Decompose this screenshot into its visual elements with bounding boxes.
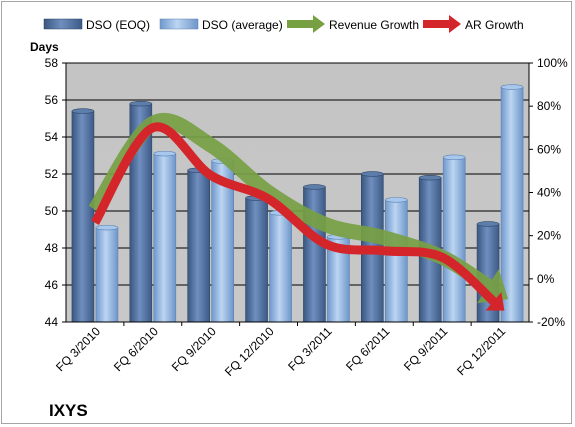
y-left-tick-label: 48 [45,241,59,255]
bar-dso-eoq-cap [418,175,442,181]
x-tick-label: FQ 3/2010 [53,324,103,374]
bar-dso-average-cap [95,224,119,231]
growth-lines [88,112,509,311]
bar-dso-average [153,153,177,323]
legend-label-ar-growth: AR Growth [465,18,524,32]
x-tick-label: FQ 9/2010 [169,324,219,374]
y-right-tick-label: 100% [537,56,568,70]
y-left-tick-label: 46 [45,278,59,292]
y-right-tick-label: 0% [537,272,555,286]
y-left-tick-label: 58 [45,56,59,70]
bar-dso-average-cap [500,84,524,90]
bar-dso-average [385,199,408,323]
x-tick-label: FQ 12/2011 [454,324,508,378]
series-line-ar-growth [91,122,497,306]
y-left-tick-label: 56 [45,93,59,107]
legend-label-revenue-growth: Revenue Growth [329,18,419,32]
bar-dso-average-cap [385,197,408,203]
y-right-tick-label: 20% [537,229,561,243]
y-left-tick-label: 44 [45,315,59,329]
x-tick-label: FQ 12/2010 [222,324,277,379]
x-tick-label: FQ 9/2011 [401,324,451,374]
legend-label-dso-average: DSO (average) [202,18,283,32]
legend-swatch-dso-eoq [43,18,83,30]
bar-dso-eoq-cap [476,221,500,227]
bar-dso-eoq [71,110,95,323]
y-left-tick-label: 52 [45,167,59,181]
bar-dso-eoq [303,186,326,323]
legend-label-dso-eoq: DSO (EOQ) [86,18,150,32]
legend-swatch-dso-average [159,18,199,30]
bar-dso-average-cap [442,154,466,161]
x-tick-label: FQ 6/2011 [343,324,393,374]
y-right-tick-label: -20% [537,315,565,329]
y-left-tick-label: 50 [45,204,59,218]
bar-dso-average [95,227,119,323]
legend-swatch-ar-growth [423,15,461,33]
bar-dso-average-cap [153,150,177,157]
legend-swatch-revenue-growth [287,15,325,33]
y-left-tick-label: 54 [45,130,59,144]
legend-item-dso-eoq: DSO (EOQ) [43,18,150,32]
y-axis-title: Days [30,40,59,54]
bar-dso-eoq-cap [361,171,384,177]
legend-item-revenue-growth: Revenue Growth [287,15,419,33]
y-right-tick-label: 80% [537,99,561,113]
y-right-tick-label: 40% [537,186,561,200]
bar-dso-eoq-cap [129,100,153,107]
bar-dso-eoq [245,197,268,323]
bar-dso-eoq-cap [71,108,95,114]
legend-item-ar-growth: AR Growth [423,15,524,33]
company-label: IXYS [49,401,88,420]
legend-item-dso-average: DSO (average) [159,18,283,32]
y-right-tick-label: 60% [537,142,561,156]
bar-dso-eoq [187,170,210,323]
series-arrowhead-ar-growth [485,292,505,311]
legend: DSO (EOQ) DSO (average) Revenue Growth A… [43,15,524,33]
x-tick-label: FQ 3/2011 [285,324,335,374]
bar-dso-average [500,86,524,323]
x-tick-label: FQ 6/2010 [111,324,161,374]
bar-dso-eoq-cap [303,184,326,190]
bar-dso-average [269,212,292,323]
bar-dso-average [442,157,466,323]
